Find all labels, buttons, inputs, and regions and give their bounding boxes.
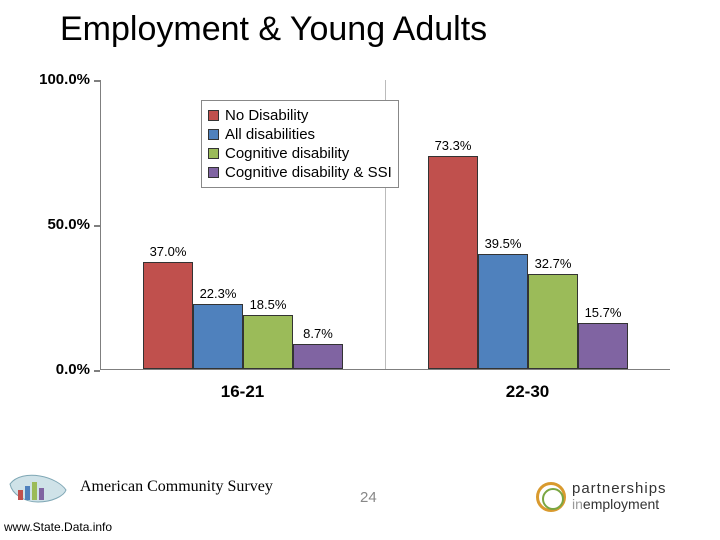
- bar-face: [193, 304, 243, 369]
- footer-url: www.State.Data.info: [4, 520, 112, 534]
- statedata-logo: [8, 470, 68, 506]
- bar-value-label: 15.7%: [585, 305, 622, 320]
- y-tick-label: 50.0%: [30, 216, 90, 233]
- partnerships-logo: partnerships inemployment: [536, 480, 706, 520]
- legend-item: No Disability: [208, 107, 392, 124]
- y-tick-label: 0.0%: [30, 361, 90, 378]
- legend-swatch: [208, 110, 219, 121]
- logo-line2-bold: employment: [583, 496, 659, 512]
- bar-face: [428, 156, 478, 369]
- bar-value-label: 22.3%: [200, 286, 237, 301]
- bar-group: 73.3%39.5%32.7%15.7%: [386, 80, 670, 369]
- bar: 32.7%: [528, 274, 578, 369]
- bar: 18.5%: [243, 315, 293, 369]
- bar: 37.0%: [143, 262, 193, 369]
- y-tick-mark: [94, 370, 100, 372]
- logo-line1: partnerships: [572, 480, 667, 497]
- bar-face: [478, 254, 528, 369]
- logo-circle-icon: [536, 482, 566, 512]
- logo-line2: inemployment: [572, 496, 659, 512]
- bar-face: [293, 344, 343, 369]
- plot-area: No Disability All disabilities Cognitive d…: [100, 80, 670, 370]
- bar-value-label: 37.0%: [150, 244, 187, 259]
- bar: 8.7%: [293, 344, 343, 369]
- legend-swatch: [208, 129, 219, 140]
- slide: Employment & Young Adults 0.0% 50.0% 100.0…: [0, 0, 720, 540]
- bar: 39.5%: [478, 254, 528, 369]
- chart-legend: No Disability All disabilities Cognitive d…: [201, 100, 399, 188]
- page-number: 24: [360, 489, 377, 506]
- y-tick-label: 100.0%: [30, 71, 90, 88]
- legend-label: All disabilities: [225, 126, 315, 143]
- logo-line2-light: in: [572, 496, 583, 512]
- bar-face: [243, 315, 293, 369]
- legend-item: All disabilities: [208, 126, 392, 143]
- legend-swatch: [208, 167, 219, 178]
- legend-label: Cognitive disability: [225, 145, 349, 162]
- slide-title: Employment & Young Adults: [60, 10, 680, 49]
- legend-label: Cognitive disability & SSI: [225, 164, 392, 181]
- bars: 73.3%39.5%32.7%15.7%: [386, 80, 670, 369]
- bar-face: [528, 274, 578, 369]
- bar-face: [143, 262, 193, 369]
- bar: 22.3%: [193, 304, 243, 369]
- bar: 15.7%: [578, 323, 628, 369]
- legend-item: Cognitive disability & SSI: [208, 164, 392, 181]
- bar: 73.3%: [428, 156, 478, 369]
- legend-label: No Disability: [225, 107, 308, 124]
- source-text: American Community Survey: [80, 478, 273, 496]
- bar-value-label: 18.5%: [250, 297, 287, 312]
- slide-footer: American Community Survey www.State.Data…: [0, 460, 720, 540]
- legend-swatch: [208, 148, 219, 159]
- bar-value-label: 32.7%: [535, 256, 572, 271]
- bar-value-label: 8.7%: [303, 326, 333, 341]
- x-category-label: 22-30: [385, 382, 670, 402]
- legend-item: Cognitive disability: [208, 145, 392, 162]
- bar-face: [578, 323, 628, 369]
- employment-chart: 0.0% 50.0% 100.0% No Disability All disabil…: [30, 70, 690, 430]
- x-category-label: 16-21: [100, 382, 385, 402]
- bar-value-label: 73.3%: [435, 138, 472, 153]
- bar-value-label: 39.5%: [485, 236, 522, 251]
